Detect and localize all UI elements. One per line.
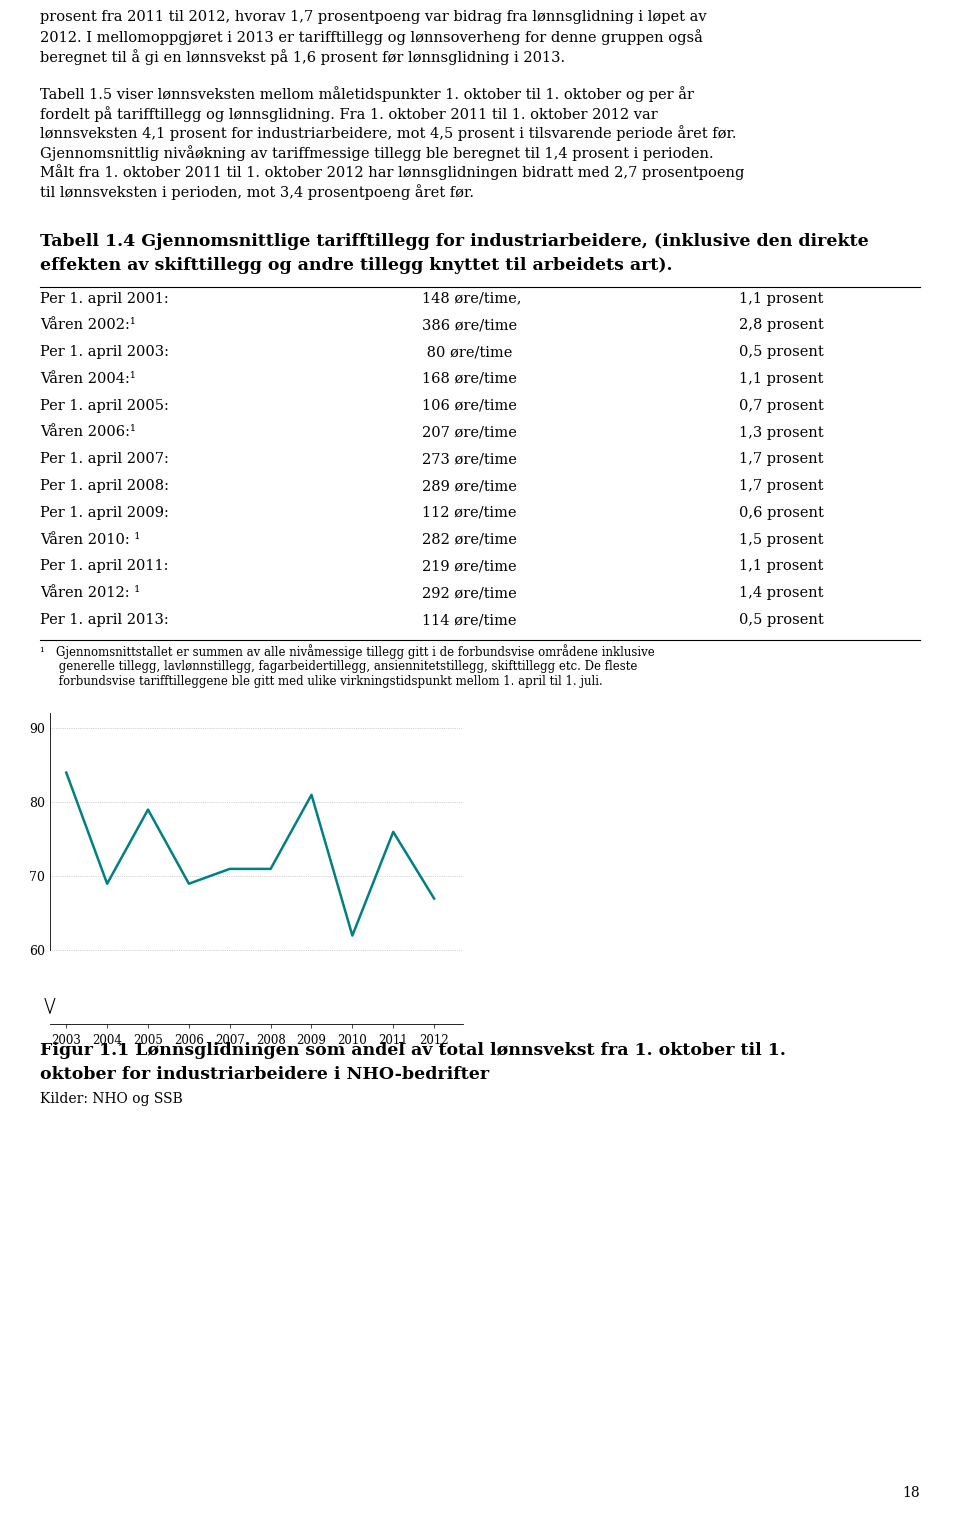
Text: 0,6 prosent: 0,6 prosent — [739, 505, 824, 519]
Text: Våren 2006:¹: Våren 2006:¹ — [40, 425, 136, 440]
Text: 289 øre/time: 289 øre/time — [422, 480, 517, 493]
Text: 273 øre/time: 273 øre/time — [422, 452, 517, 466]
Text: 168 øre/time: 168 øre/time — [422, 372, 517, 386]
Text: 282 øre/time: 282 øre/time — [422, 533, 517, 546]
Text: 386 øre/time: 386 øre/time — [422, 319, 517, 332]
Text: Per 1. april 2005:: Per 1. april 2005: — [40, 399, 169, 413]
Text: 112 øre/time: 112 øre/time — [422, 505, 516, 519]
Text: 292 øre/time: 292 øre/time — [422, 586, 517, 600]
Text: Per 1. april 2003:: Per 1. april 2003: — [40, 345, 169, 360]
Text: 106 øre/time: 106 øre/time — [422, 399, 517, 413]
Text: Per 1. april 2008:: Per 1. april 2008: — [40, 480, 169, 493]
Text: 1,4 prosent: 1,4 prosent — [739, 586, 824, 600]
Text: 1,1 prosent: 1,1 prosent — [739, 372, 824, 386]
Text: Tabell 1.5 viser lønnsveksten mellom måletidspunkter 1. oktober til 1. oktober o: Tabell 1.5 viser lønnsveksten mellom mål… — [40, 87, 694, 102]
Text: 80 øre/time: 80 øre/time — [422, 345, 513, 360]
Text: ¹   Gjennomsnittstallet er summen av alle nivåmessige tillegg gitt i de forbunds: ¹ Gjennomsnittstallet er summen av alle … — [40, 644, 655, 659]
Text: Per 1. april 2009:: Per 1. april 2009: — [40, 505, 169, 519]
Text: beregnet til å gi en lønnsvekst på 1,6 prosent før lønnsglidning i 2013.: beregnet til å gi en lønnsvekst på 1,6 p… — [40, 49, 565, 65]
Text: Figur 1.1 Lønnsglidningen som andel av total lønnsvekst fra 1. oktober til 1.: Figur 1.1 Lønnsglidningen som andel av t… — [40, 1043, 786, 1060]
Text: 148 øre/time,: 148 øre/time, — [422, 291, 522, 305]
Text: Tabell 1.4 Gjennomsnittlige tarifftillegg for industriarbeidere, (inklusive den : Tabell 1.4 Gjennomsnittlige tarifftilleg… — [40, 234, 869, 250]
Text: 1,7 prosent: 1,7 prosent — [739, 452, 824, 466]
Text: oktober for industriarbeidere i NHO-bedrifter: oktober for industriarbeidere i NHO-bedr… — [40, 1066, 490, 1082]
Text: 219 øre/time: 219 øre/time — [422, 560, 517, 574]
Text: Per 1. april 2001:: Per 1. april 2001: — [40, 291, 169, 305]
Text: Per 1. april 2013:: Per 1. april 2013: — [40, 613, 169, 627]
Text: 2,8 prosent: 2,8 prosent — [739, 319, 824, 332]
Text: 0,7 prosent: 0,7 prosent — [739, 399, 824, 413]
Text: 0,5 prosent: 0,5 prosent — [739, 613, 824, 627]
Text: 1,1 prosent: 1,1 prosent — [739, 560, 824, 574]
Text: 1,3 prosent: 1,3 prosent — [739, 425, 824, 440]
Text: Våren 2004:¹: Våren 2004:¹ — [40, 372, 136, 386]
Text: lønnsveksten 4,1 prosent for industriarbeidere, mot 4,5 prosent i tilsvarende pe: lønnsveksten 4,1 prosent for industriarb… — [40, 126, 737, 141]
Text: Målt fra 1. oktober 2011 til 1. oktober 2012 har lønnsglidningen bidratt med 2,7: Målt fra 1. oktober 2011 til 1. oktober … — [40, 164, 745, 181]
Text: Per 1. april 2011:: Per 1. april 2011: — [40, 560, 169, 574]
Text: effekten av skifttillegg og andre tillegg knyttet til arbeidets art).: effekten av skifttillegg og andre tilleg… — [40, 257, 673, 275]
Text: forbundsvise tarifftilleggene ble gitt med ulike virkningstidspunkt mellom 1. ap: forbundsvise tarifftilleggene ble gitt m… — [40, 676, 603, 689]
Text: til lønnsveksten i perioden, mot 3,4 prosentpoeng året før.: til lønnsveksten i perioden, mot 3,4 pro… — [40, 184, 474, 200]
Text: prosent fra 2011 til 2012, hvorav 1,7 prosentpoeng var bidrag fra lønnsglidning : prosent fra 2011 til 2012, hvorav 1,7 pr… — [40, 11, 707, 24]
Text: Våren 2002:¹: Våren 2002:¹ — [40, 319, 136, 332]
Text: Kilder: NHO og SSB: Kilder: NHO og SSB — [40, 1091, 183, 1107]
Text: 2012. I mellomoppgjøret i 2013 er tarifftillegg og lønnsoverheng for denne grupp: 2012. I mellomoppgjøret i 2013 er tariff… — [40, 29, 703, 46]
Text: 18: 18 — [902, 1486, 920, 1500]
Text: 0,5 prosent: 0,5 prosent — [739, 345, 824, 360]
Text: Våren 2012: ¹: Våren 2012: ¹ — [40, 586, 140, 600]
Text: 1,7 prosent: 1,7 prosent — [739, 480, 824, 493]
Text: 1,5 prosent: 1,5 prosent — [739, 533, 824, 546]
Text: fordelt på tarifftillegg og lønnsglidning. Fra 1. oktober 2011 til 1. oktober 20: fordelt på tarifftillegg og lønnsglidnin… — [40, 106, 658, 121]
Text: generelle tillegg, lavlønnstillegg, fagarbeidertillegg, ansiennitetstillegg, ski: generelle tillegg, lavlønnstillegg, faga… — [40, 660, 637, 672]
Text: 207 øre/time: 207 øre/time — [422, 425, 517, 440]
Text: 1,1 prosent: 1,1 prosent — [739, 291, 824, 305]
Text: 114 øre/time: 114 øre/time — [422, 613, 516, 627]
Text: Per 1. april 2007:: Per 1. april 2007: — [40, 452, 169, 466]
Text: Gjennomsnittlig nivåøkning av tariffmessige tillegg ble beregnet til 1,4 prosent: Gjennomsnittlig nivåøkning av tariffmess… — [40, 146, 714, 161]
Text: Våren 2010: ¹: Våren 2010: ¹ — [40, 533, 140, 546]
